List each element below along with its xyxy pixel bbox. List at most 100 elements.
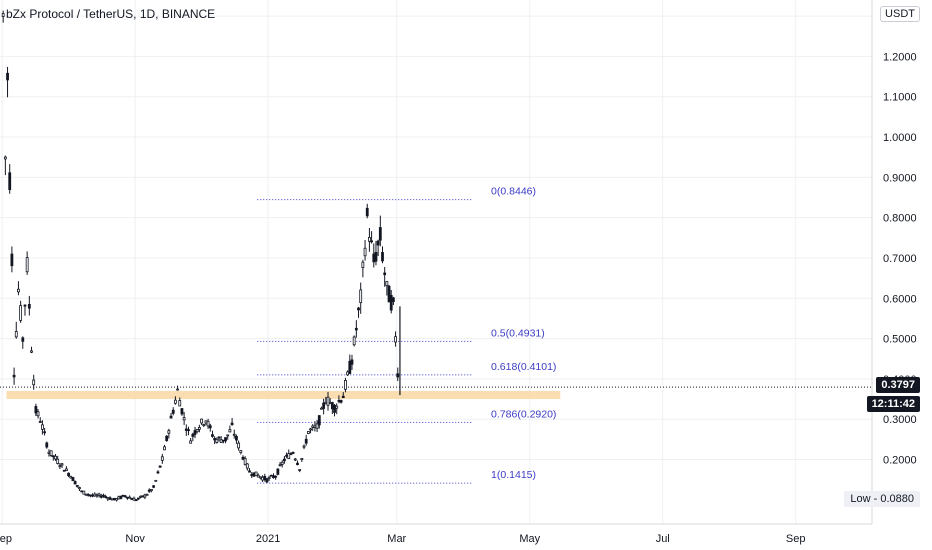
candle-body <box>27 304 31 309</box>
candle-body <box>250 474 254 476</box>
y-tick-label: 0.9000 <box>883 172 917 184</box>
candle-body <box>232 433 236 436</box>
candle-body <box>67 472 70 477</box>
candle-body <box>298 469 302 471</box>
candle-body <box>293 458 297 461</box>
candle-body <box>339 399 343 403</box>
candle-body <box>365 207 369 217</box>
candle-body <box>202 424 206 427</box>
candle-body <box>389 294 393 311</box>
candle-body <box>54 455 57 460</box>
candle-body <box>19 305 23 321</box>
current-price-tag: 0.3797 <box>876 377 920 393</box>
candle-body <box>243 458 247 466</box>
x-tick-label: Sep <box>786 533 806 545</box>
candle-body <box>45 442 49 448</box>
candle-body <box>385 281 389 286</box>
candle-body <box>235 435 238 441</box>
x-tick-label: Sep <box>0 533 12 545</box>
candle-body <box>165 435 169 442</box>
candle-body <box>189 440 193 444</box>
candle-body <box>97 493 101 497</box>
candle-body <box>69 475 73 479</box>
candle-body <box>178 400 182 407</box>
candle-body <box>193 430 197 435</box>
candle-body <box>330 402 334 410</box>
candle-body <box>56 458 60 464</box>
candle-body <box>280 461 284 465</box>
candle-body <box>289 453 293 456</box>
candle-body <box>152 485 156 488</box>
candle-body <box>304 438 308 444</box>
candle-body <box>346 371 350 376</box>
chart-title: bZx Protocol / TetherUS, 1D, BINANCE <box>6 7 216 21</box>
candle-body <box>226 434 230 437</box>
candle-body <box>180 408 184 415</box>
candle-body <box>391 297 395 302</box>
candle-body <box>324 401 328 404</box>
candle-body <box>32 379 36 386</box>
candle-body <box>49 450 53 456</box>
candle-body <box>106 497 110 500</box>
candle-body <box>60 463 64 466</box>
candle-body <box>197 427 201 430</box>
candle-body <box>71 477 75 482</box>
candle-body <box>241 456 245 460</box>
candle-body <box>239 450 243 453</box>
candle-body <box>230 422 234 425</box>
candle-body <box>361 261 365 269</box>
candle-body <box>132 497 136 501</box>
candle-body <box>143 494 147 498</box>
candle-body <box>265 478 269 483</box>
currency-button[interactable]: USDT <box>880 6 920 22</box>
candle-body <box>282 458 286 462</box>
candle-body <box>62 469 66 472</box>
candle-body <box>368 237 371 242</box>
candle-body <box>134 499 138 502</box>
x-tick-label: May <box>519 533 540 545</box>
candle-body <box>167 430 171 434</box>
candle-body <box>217 436 221 439</box>
candle-body <box>95 494 99 497</box>
candle-body <box>335 405 339 409</box>
candle-body <box>123 495 127 498</box>
candle-body <box>130 498 134 500</box>
candle-body <box>328 402 332 405</box>
candle-body <box>91 494 94 497</box>
candle-body <box>156 471 160 474</box>
candle-body <box>224 437 227 442</box>
candle-body <box>256 474 260 478</box>
candle-body <box>38 421 42 423</box>
candle-body <box>145 493 149 496</box>
candle-body <box>163 446 166 451</box>
candle-body <box>187 429 190 432</box>
candle-body <box>269 474 273 477</box>
candle-body <box>263 476 267 481</box>
candle-body <box>112 497 116 501</box>
support-zone <box>6 390 561 400</box>
candle-body <box>21 337 25 342</box>
candle-body <box>84 493 88 496</box>
candle-body <box>99 495 103 498</box>
candle-body <box>14 331 18 338</box>
candle-body <box>200 418 203 424</box>
candle-body <box>176 388 179 391</box>
candle-body <box>93 493 97 497</box>
candle-body <box>191 433 195 437</box>
candle-body <box>387 285 391 303</box>
countdown-tag: 12:11:42 <box>866 396 920 412</box>
candle-body <box>372 253 376 263</box>
candle-body <box>154 479 158 482</box>
candle-body <box>102 494 105 497</box>
candle-body <box>182 417 186 421</box>
candle-body <box>160 456 164 461</box>
candle-body <box>41 424 44 430</box>
y-tick-label: 0.6000 <box>883 293 917 305</box>
candle-body <box>80 490 84 493</box>
candle-body <box>370 240 374 243</box>
candle-body <box>228 429 232 433</box>
candle-body <box>195 429 199 433</box>
candle-body <box>128 496 132 499</box>
y-tick-label: 1.0000 <box>883 132 917 144</box>
